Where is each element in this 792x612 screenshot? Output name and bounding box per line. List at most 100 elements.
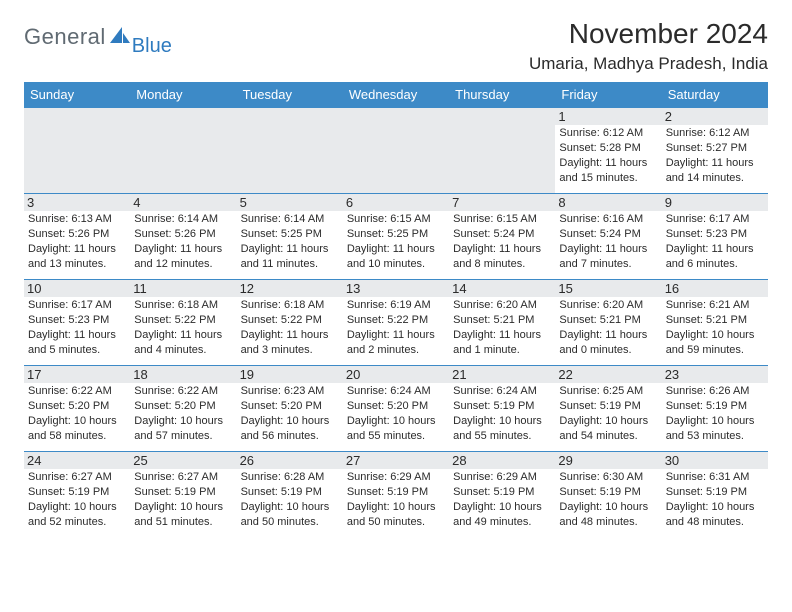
calendar-row: 10Sunrise: 6:17 AMSunset: 5:23 PMDayligh… xyxy=(24,280,768,366)
day-header: Saturday xyxy=(662,82,768,108)
brand-sail-icon xyxy=(110,25,132,50)
day-info: Sunrise: 6:12 AMSunset: 5:27 PMDaylight:… xyxy=(666,126,764,185)
day-number: 11 xyxy=(130,280,236,297)
day-info: Sunrise: 6:29 AMSunset: 5:19 PMDaylight:… xyxy=(453,470,551,529)
calendar-cell xyxy=(237,108,343,194)
day-number: 25 xyxy=(130,452,236,469)
day-info: Sunrise: 6:12 AMSunset: 5:28 PMDaylight:… xyxy=(559,126,657,185)
calendar-row: 24Sunrise: 6:27 AMSunset: 5:19 PMDayligh… xyxy=(24,452,768,538)
calendar-cell: 25Sunrise: 6:27 AMSunset: 5:19 PMDayligh… xyxy=(130,452,236,538)
calendar-header-row: SundayMondayTuesdayWednesdayThursdayFrid… xyxy=(24,82,768,108)
day-number: 9 xyxy=(662,194,768,211)
calendar-cell xyxy=(449,108,555,194)
day-number: 7 xyxy=(449,194,555,211)
day-number: 3 xyxy=(24,194,130,211)
day-number: 20 xyxy=(343,366,449,383)
calendar-cell: 29Sunrise: 6:30 AMSunset: 5:19 PMDayligh… xyxy=(555,452,661,538)
day-info: Sunrise: 6:28 AMSunset: 5:19 PMDaylight:… xyxy=(241,470,339,529)
day-number: 23 xyxy=(662,366,768,383)
day-number: 22 xyxy=(555,366,661,383)
calendar-cell: 1Sunrise: 6:12 AMSunset: 5:28 PMDaylight… xyxy=(555,108,661,194)
day-number: 2 xyxy=(662,108,768,125)
day-header: Thursday xyxy=(449,82,555,108)
location-subtitle: Umaria, Madhya Pradesh, India xyxy=(529,54,768,74)
day-number: 17 xyxy=(24,366,130,383)
calendar-cell: 23Sunrise: 6:26 AMSunset: 5:19 PMDayligh… xyxy=(662,366,768,452)
day-info: Sunrise: 6:29 AMSunset: 5:19 PMDaylight:… xyxy=(347,470,445,529)
brand-text-blue: Blue xyxy=(132,35,172,58)
day-info: Sunrise: 6:14 AMSunset: 5:25 PMDaylight:… xyxy=(241,212,339,271)
day-info: Sunrise: 6:17 AMSunset: 5:23 PMDaylight:… xyxy=(666,212,764,271)
day-header: Friday xyxy=(555,82,661,108)
calendar-cell: 20Sunrise: 6:24 AMSunset: 5:20 PMDayligh… xyxy=(343,366,449,452)
calendar-cell: 27Sunrise: 6:29 AMSunset: 5:19 PMDayligh… xyxy=(343,452,449,538)
day-info: Sunrise: 6:26 AMSunset: 5:19 PMDaylight:… xyxy=(666,384,764,443)
calendar-row: 1Sunrise: 6:12 AMSunset: 5:28 PMDaylight… xyxy=(24,108,768,194)
calendar-cell xyxy=(130,108,236,194)
calendar-row: 3Sunrise: 6:13 AMSunset: 5:26 PMDaylight… xyxy=(24,194,768,280)
day-info: Sunrise: 6:15 AMSunset: 5:24 PMDaylight:… xyxy=(453,212,551,271)
calendar-page: General Blue November 2024 Umaria, Madhy… xyxy=(0,0,792,538)
calendar-cell: 17Sunrise: 6:22 AMSunset: 5:20 PMDayligh… xyxy=(24,366,130,452)
day-number: 10 xyxy=(24,280,130,297)
day-info: Sunrise: 6:18 AMSunset: 5:22 PMDaylight:… xyxy=(134,298,232,357)
day-number: 6 xyxy=(343,194,449,211)
day-number: 29 xyxy=(555,452,661,469)
day-info: Sunrise: 6:25 AMSunset: 5:19 PMDaylight:… xyxy=(559,384,657,443)
day-number: 19 xyxy=(237,366,343,383)
calendar-cell: 19Sunrise: 6:23 AMSunset: 5:20 PMDayligh… xyxy=(237,366,343,452)
day-header: Sunday xyxy=(24,82,130,108)
day-info: Sunrise: 6:31 AMSunset: 5:19 PMDaylight:… xyxy=(666,470,764,529)
day-info: Sunrise: 6:20 AMSunset: 5:21 PMDaylight:… xyxy=(453,298,551,357)
calendar-cell: 9Sunrise: 6:17 AMSunset: 5:23 PMDaylight… xyxy=(662,194,768,280)
calendar-cell: 14Sunrise: 6:20 AMSunset: 5:21 PMDayligh… xyxy=(449,280,555,366)
day-number: 8 xyxy=(555,194,661,211)
calendar-cell: 6Sunrise: 6:15 AMSunset: 5:25 PMDaylight… xyxy=(343,194,449,280)
day-number: 24 xyxy=(24,452,130,469)
calendar-cell: 28Sunrise: 6:29 AMSunset: 5:19 PMDayligh… xyxy=(449,452,555,538)
calendar-cell: 13Sunrise: 6:19 AMSunset: 5:22 PMDayligh… xyxy=(343,280,449,366)
calendar-cell: 22Sunrise: 6:25 AMSunset: 5:19 PMDayligh… xyxy=(555,366,661,452)
calendar-cell: 24Sunrise: 6:27 AMSunset: 5:19 PMDayligh… xyxy=(24,452,130,538)
day-info: Sunrise: 6:14 AMSunset: 5:26 PMDaylight:… xyxy=(134,212,232,271)
day-number: 13 xyxy=(343,280,449,297)
calendar-cell: 21Sunrise: 6:24 AMSunset: 5:19 PMDayligh… xyxy=(449,366,555,452)
day-number: 15 xyxy=(555,280,661,297)
brand-logo: General Blue xyxy=(24,18,174,50)
day-number: 1 xyxy=(555,108,661,125)
day-number: 4 xyxy=(130,194,236,211)
day-info: Sunrise: 6:24 AMSunset: 5:20 PMDaylight:… xyxy=(347,384,445,443)
day-info: Sunrise: 6:27 AMSunset: 5:19 PMDaylight:… xyxy=(134,470,232,529)
day-number: 5 xyxy=(237,194,343,211)
day-number: 26 xyxy=(237,452,343,469)
calendar-cell: 12Sunrise: 6:18 AMSunset: 5:22 PMDayligh… xyxy=(237,280,343,366)
day-info: Sunrise: 6:30 AMSunset: 5:19 PMDaylight:… xyxy=(559,470,657,529)
day-info: Sunrise: 6:17 AMSunset: 5:23 PMDaylight:… xyxy=(28,298,126,357)
day-number: 16 xyxy=(662,280,768,297)
day-info: Sunrise: 6:13 AMSunset: 5:26 PMDaylight:… xyxy=(28,212,126,271)
day-number: 30 xyxy=(662,452,768,469)
day-number: 27 xyxy=(343,452,449,469)
day-info: Sunrise: 6:23 AMSunset: 5:20 PMDaylight:… xyxy=(241,384,339,443)
calendar-cell: 15Sunrise: 6:20 AMSunset: 5:21 PMDayligh… xyxy=(555,280,661,366)
day-number: 28 xyxy=(449,452,555,469)
calendar-cell xyxy=(343,108,449,194)
calendar-cell: 11Sunrise: 6:18 AMSunset: 5:22 PMDayligh… xyxy=(130,280,236,366)
calendar-body: 1Sunrise: 6:12 AMSunset: 5:28 PMDaylight… xyxy=(24,108,768,538)
calendar-cell: 4Sunrise: 6:14 AMSunset: 5:26 PMDaylight… xyxy=(130,194,236,280)
day-info: Sunrise: 6:27 AMSunset: 5:19 PMDaylight:… xyxy=(28,470,126,529)
calendar-cell: 7Sunrise: 6:15 AMSunset: 5:24 PMDaylight… xyxy=(449,194,555,280)
brand-text-general: General xyxy=(24,24,106,50)
day-info: Sunrise: 6:22 AMSunset: 5:20 PMDaylight:… xyxy=(134,384,232,443)
day-number: 18 xyxy=(130,366,236,383)
day-header: Wednesday xyxy=(343,82,449,108)
calendar-row: 17Sunrise: 6:22 AMSunset: 5:20 PMDayligh… xyxy=(24,366,768,452)
calendar-cell: 26Sunrise: 6:28 AMSunset: 5:19 PMDayligh… xyxy=(237,452,343,538)
calendar-cell: 16Sunrise: 6:21 AMSunset: 5:21 PMDayligh… xyxy=(662,280,768,366)
day-info: Sunrise: 6:18 AMSunset: 5:22 PMDaylight:… xyxy=(241,298,339,357)
calendar-cell: 2Sunrise: 6:12 AMSunset: 5:27 PMDaylight… xyxy=(662,108,768,194)
day-info: Sunrise: 6:20 AMSunset: 5:21 PMDaylight:… xyxy=(559,298,657,357)
calendar-cell: 18Sunrise: 6:22 AMSunset: 5:20 PMDayligh… xyxy=(130,366,236,452)
calendar-cell: 5Sunrise: 6:14 AMSunset: 5:25 PMDaylight… xyxy=(237,194,343,280)
day-info: Sunrise: 6:15 AMSunset: 5:25 PMDaylight:… xyxy=(347,212,445,271)
